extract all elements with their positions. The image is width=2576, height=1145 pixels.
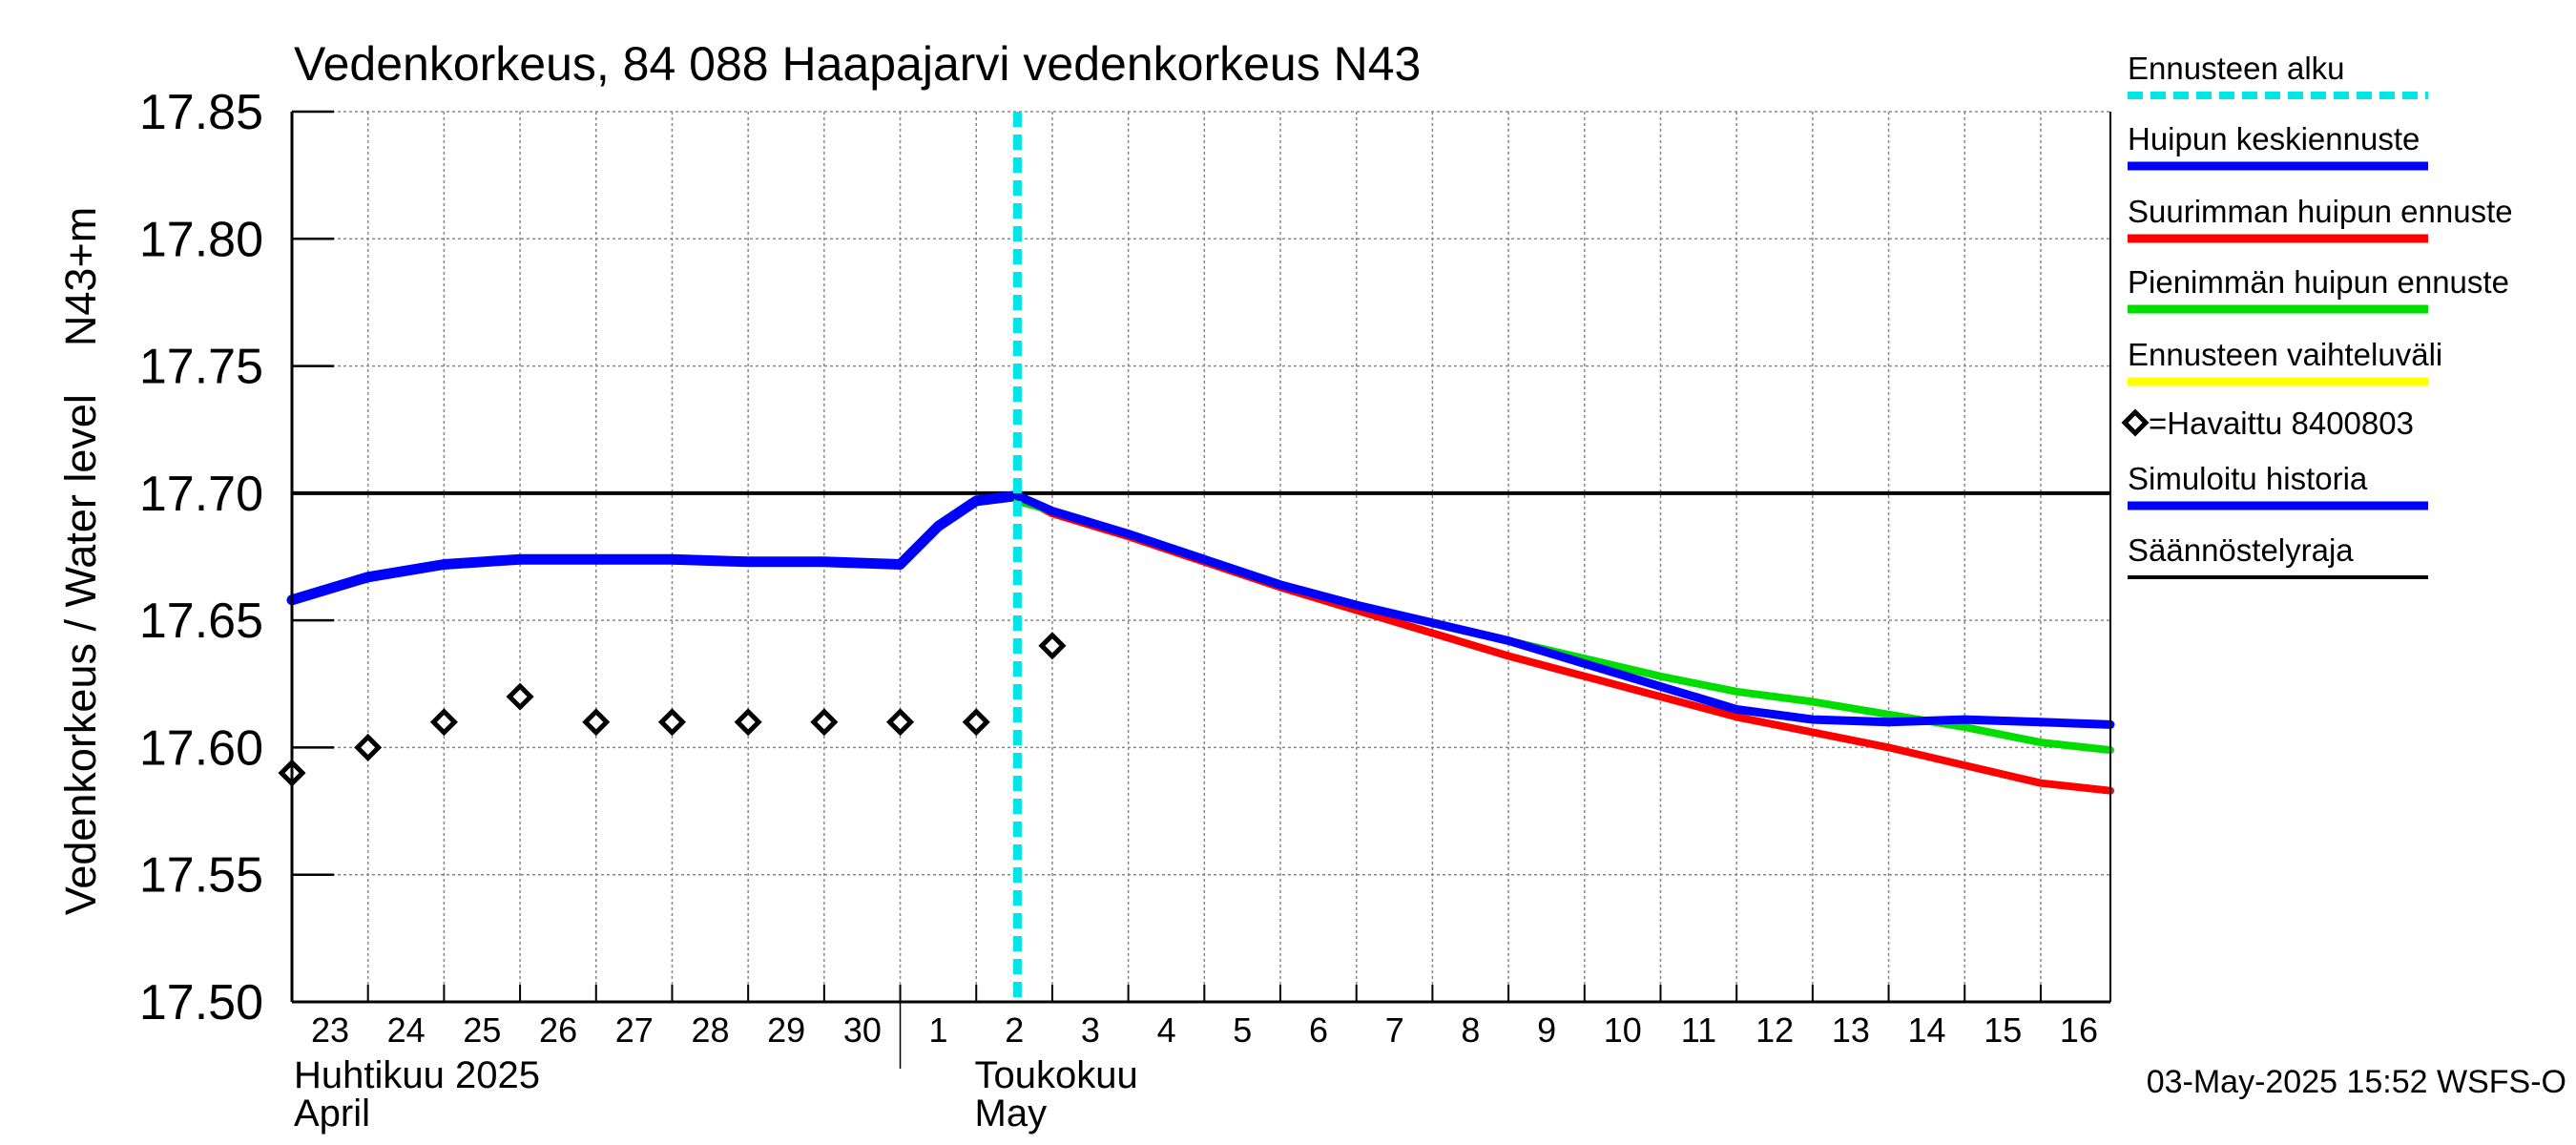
y-tick-label: 17.75 [139, 340, 263, 395]
y-tick-label: 17.70 [139, 467, 263, 522]
y-tick-label: 17.55 [139, 848, 263, 904]
x-tick-label: 28 [691, 1010, 729, 1050]
series-huipun-keskiennuste [1012, 491, 2115, 729]
legend-item: Simuloitu historia [2128, 461, 2428, 510]
observed-point [810, 708, 839, 737]
x-tick-label: 1 [929, 1010, 948, 1050]
x-tick-label: 7 [1385, 1010, 1404, 1050]
x-tick-label: 14 [1908, 1010, 1946, 1050]
x-tick-label: 8 [1461, 1010, 1480, 1050]
observed-point [429, 708, 458, 737]
legend: Ennusteen alku Huipun keskiennuste Suurimm… [2121, 51, 2513, 579]
legend-item: Huipun keskiennuste [2128, 121, 2428, 171]
series-simuloitu-historia [286, 490, 1023, 606]
y-tick-label: 17.65 [139, 593, 263, 649]
x-tick-label: 4 [1157, 1010, 1176, 1050]
legend-label: Ennusteen vaihteluväli [2128, 337, 2442, 372]
x-tick-label: 10 [1604, 1010, 1642, 1050]
observed-point [582, 708, 611, 737]
observed-point [1038, 632, 1067, 660]
x-tick-label: 27 [615, 1010, 654, 1050]
x-tick-label: 15 [1984, 1010, 2022, 1050]
timestamp-footer: 03-May-2025 15:52 WSFS-O [2147, 1064, 2566, 1100]
x-tick-label: 25 [463, 1010, 501, 1050]
x-tick-label: 26 [539, 1010, 577, 1050]
legend-item: Säännöstelyraja [2128, 532, 2428, 579]
legend-item: Ennusteen vaihteluväli [2128, 337, 2442, 386]
legend-label: Pienimmän huipun ennuste [2128, 264, 2509, 300]
y-tick-label: 17.85 [139, 85, 263, 140]
observed-point [354, 733, 383, 761]
observed-point [506, 682, 534, 711]
x-tick-label: 9 [1537, 1010, 1556, 1050]
x-tick-label: 11 [1681, 1010, 1716, 1050]
legend-item: =Havaittu 8400803 [2121, 406, 2414, 441]
observed-point [734, 708, 762, 737]
legend-item: Suurimman huipun ennuste [2128, 194, 2513, 243]
x-tick-label: 13 [1832, 1010, 1870, 1050]
x-tick-label: 12 [1755, 1010, 1794, 1050]
x-tick-label: 5 [1233, 1010, 1252, 1050]
chart-title: Vedenkorkeus, 84 088 Haapajarvi vedenkor… [294, 37, 1421, 91]
x-tick-label: 16 [2060, 1010, 2098, 1050]
observed-point [657, 708, 687, 737]
month-label-fi: Huhtikuu 2025 [294, 1054, 540, 1096]
legend-item: Ennusteen alku [2128, 51, 2428, 99]
y-axis-label: Vedenkorkeus / Water level N43+m [56, 207, 105, 915]
x-tick-label: 29 [767, 1010, 805, 1050]
legend-label: Huipun keskiennuste [2128, 121, 2420, 156]
y-tick-label: 17.80 [139, 212, 263, 267]
x-tick-label: 30 [843, 1010, 882, 1050]
month-label-fi: Toukokuu [975, 1054, 1138, 1096]
legend-label: Simuloitu historia [2128, 461, 2368, 496]
axis-layer: 17.50 17.55 17.60 17.65 17.70 17.75 17.80 17.85… [139, 85, 2111, 1135]
legend-label: =Havaittu 8400803 [2149, 406, 2414, 441]
x-tick-label: 3 [1081, 1010, 1100, 1050]
observed-point [886, 708, 915, 737]
legend-label: Suurimman huipun ennuste [2128, 194, 2513, 229]
x-tick-label: 23 [311, 1010, 349, 1050]
x-tick-label: 6 [1309, 1010, 1328, 1050]
legend-item: Pienimmän huipun ennuste [2128, 264, 2509, 314]
legend-marker [2121, 408, 2150, 437]
y-tick-label: 17.50 [139, 975, 263, 1030]
x-tick-label: 2 [1005, 1010, 1024, 1050]
month-label-en: May [975, 1093, 1048, 1135]
month-label-en: April [294, 1093, 370, 1135]
legend-label: Säännöstelyraja [2128, 532, 2354, 568]
x-tick-label: 24 [387, 1010, 426, 1050]
observed-point [962, 708, 990, 737]
legend-label: Ennusteen alku [2128, 51, 2345, 86]
y-tick-label: 17.60 [139, 720, 263, 776]
